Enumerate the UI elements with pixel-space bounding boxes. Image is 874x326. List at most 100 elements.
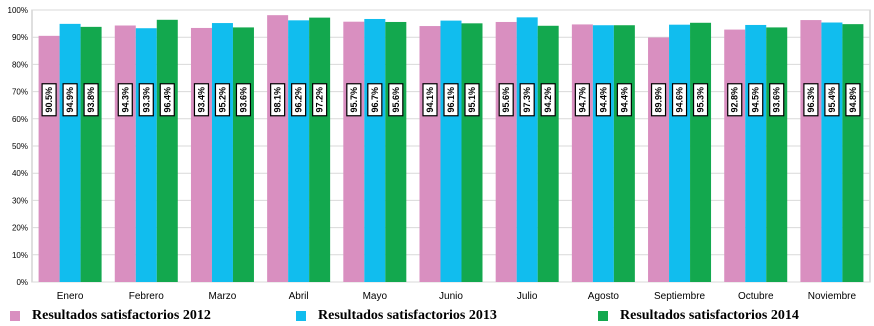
data-label: 92.8% xyxy=(730,87,740,113)
bar xyxy=(669,24,691,283)
bar xyxy=(385,21,407,283)
y-tick-label: 10% xyxy=(12,251,28,260)
x-tick-label: Septiembre xyxy=(654,291,706,302)
data-label-box xyxy=(845,83,861,117)
legend-item-2012: Resultados satisfactorios 2012 xyxy=(10,308,211,324)
data-label-box xyxy=(748,83,764,117)
data-label: 94.5% xyxy=(751,87,761,113)
data-label-box xyxy=(138,83,154,117)
y-tick-label: 90% xyxy=(12,33,28,42)
data-label: 95.1% xyxy=(467,87,477,113)
bar xyxy=(800,20,822,283)
data-label: 96.3% xyxy=(806,87,816,113)
y-tick-label: 50% xyxy=(12,142,28,151)
bar xyxy=(648,37,670,282)
data-label: 96.1% xyxy=(446,87,456,113)
bar xyxy=(766,27,788,282)
data-label: 95.7% xyxy=(349,87,359,113)
data-label-box xyxy=(41,83,57,117)
legend-swatch-2013 xyxy=(296,311,306,321)
legend-label-2014: Resultados satisfactorios 2014 xyxy=(620,308,799,323)
bar xyxy=(80,26,102,283)
y-axis-ticks: 0% 10% 20% 30% 40% 50% 60% 70% 80% 90% 100% xyxy=(8,6,28,287)
data-label: 96.7% xyxy=(370,87,380,113)
data-label-box xyxy=(193,83,210,117)
y-tick-label: 80% xyxy=(12,60,28,69)
x-tick-label: Enero xyxy=(57,291,84,302)
x-tick-label: Agosto xyxy=(588,291,620,302)
bar xyxy=(821,22,843,283)
data-label: 94.4% xyxy=(619,87,629,113)
data-label-box xyxy=(769,83,785,117)
bars xyxy=(38,15,864,283)
data-label: 95.3% xyxy=(696,87,706,113)
data-label: 94.4% xyxy=(598,87,608,113)
data-label-box xyxy=(291,83,307,117)
legend: Resultados satisfactorios 2012 Resultado… xyxy=(0,308,874,326)
bar xyxy=(516,17,538,283)
x-tick-label: Mayo xyxy=(363,291,388,302)
bar xyxy=(38,35,60,283)
data-label: 93.6% xyxy=(238,87,248,113)
x-tick-label: Julio xyxy=(517,291,538,302)
x-tick-label: Marzo xyxy=(209,291,237,302)
legend-item-2013: Resultados satisfactorios 2013 xyxy=(296,308,497,324)
legend-swatch-2014 xyxy=(598,311,608,321)
data-label: 97.2% xyxy=(315,87,325,113)
bar xyxy=(190,27,212,283)
data-label-box xyxy=(388,83,404,117)
data-label: 94.3% xyxy=(120,87,130,113)
bar xyxy=(211,23,233,282)
y-tick-label: 60% xyxy=(12,115,28,124)
bar xyxy=(419,26,441,282)
data-label: 93.8% xyxy=(86,87,96,113)
x-tick-label: Octubre xyxy=(738,291,774,302)
bar xyxy=(613,25,635,283)
y-tick-label: 30% xyxy=(12,196,28,205)
bar xyxy=(842,24,864,282)
x-tick-label: Febrero xyxy=(129,291,164,302)
x-tick-label: Noviembre xyxy=(808,291,857,302)
bar xyxy=(495,21,517,283)
data-label: 89.9% xyxy=(654,87,664,113)
data-label-box xyxy=(422,83,438,117)
data-label-box xyxy=(803,83,819,117)
data-label-box xyxy=(312,83,328,117)
bar xyxy=(571,24,593,282)
bar xyxy=(59,23,81,282)
bar xyxy=(461,23,483,282)
bar xyxy=(592,25,614,283)
data-label: 98.1% xyxy=(273,87,283,113)
data-label-box xyxy=(117,83,133,117)
data-label-box xyxy=(616,83,632,117)
data-label-box xyxy=(346,83,362,117)
data-label: 97.3% xyxy=(522,87,532,113)
data-label-box xyxy=(367,83,383,117)
bar xyxy=(114,25,136,283)
bar xyxy=(364,18,386,282)
bar xyxy=(440,20,462,282)
bar xyxy=(156,19,178,283)
data-label-box xyxy=(650,83,667,117)
bar xyxy=(309,17,331,283)
data-label: 95.6% xyxy=(501,87,511,113)
y-tick-label: 0% xyxy=(16,278,28,287)
legend-item-2014: Resultados satisfactorios 2014 xyxy=(598,308,799,324)
bar xyxy=(690,22,712,283)
data-label: 94.2% xyxy=(543,87,553,113)
bar xyxy=(724,29,746,282)
x-tick-label: Abril xyxy=(289,291,309,302)
bar xyxy=(537,25,559,282)
bar xyxy=(232,27,254,282)
data-label-box xyxy=(214,83,231,117)
data-label: 95.2% xyxy=(217,87,227,113)
data-label: 96.2% xyxy=(294,87,304,113)
data-label-box xyxy=(235,83,252,117)
data-label-box xyxy=(159,83,175,117)
data-label-box xyxy=(540,83,556,117)
bar xyxy=(135,28,157,283)
legend-label-2013: Resultados satisfactorios 2013 xyxy=(318,308,497,323)
bar xyxy=(343,21,365,283)
data-label-box xyxy=(595,83,611,117)
x-tick-label: Junio xyxy=(439,291,463,302)
